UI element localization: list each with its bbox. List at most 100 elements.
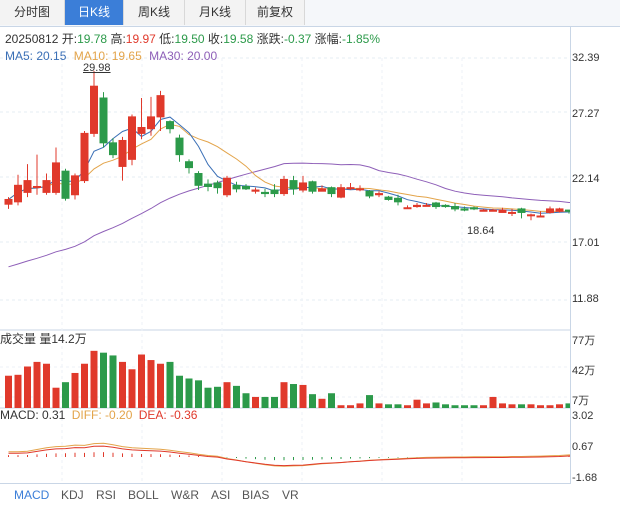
price-tick-4: 17.01 [572,237,600,249]
volume-bar [81,363,88,408]
volume-bar [480,405,487,408]
volume-bar [489,396,497,408]
volume-bar [508,404,516,408]
candle-body [261,191,269,195]
candle-body [128,116,136,160]
low-label: 低: [159,32,175,46]
indicator-rsi[interactable]: RSI [96,488,117,502]
volume-bar [128,369,136,408]
price-tick-5: 11.88 [572,293,599,305]
volume-bar [14,374,22,408]
volume-bar [461,405,468,408]
close-label: 收: [207,32,224,46]
candle-body [232,184,241,190]
chart-tabs: 分时图 日K线 周K线 月K线 前复权 [0,0,620,27]
volume-bar [233,385,240,408]
volume-tick-3: 7万 [572,395,590,407]
candle-body [422,204,431,207]
volume-bar [337,405,345,408]
candle-body [299,182,307,191]
candle-body [223,177,231,196]
candle-body [403,207,412,210]
tab-monthly-k[interactable]: 月K线 [185,0,246,25]
candle-body [460,208,469,211]
candle-body [270,189,279,195]
indicator-wr[interactable]: W&R [171,488,199,502]
candle-body [61,170,70,199]
volume-bar [176,375,183,408]
candle-body [14,184,22,203]
candle-body [413,204,421,208]
volume-bar [423,403,430,408]
volume-bar [565,403,570,408]
volume-bar [385,404,392,408]
volume-bar [556,404,563,408]
tab-weekly-k[interactable]: 周K线 [124,0,185,25]
indicator-kdj[interactable]: KDJ [61,488,84,502]
open-label: 开: [61,32,78,46]
change-label: 涨跌: [256,32,284,46]
ma30-label: MA30: 20.00 [149,49,218,63]
candle-body [280,178,288,195]
candle-body [365,190,374,197]
candle-body [213,182,222,189]
candle-body [52,162,60,193]
change-value: -0.37 [283,32,312,46]
volume-bar [90,350,98,408]
candle-body [118,139,127,167]
ma-legend: MA5: 20.15 MA10: 19.65 MA30: 20.00 [5,49,217,63]
volume-bar [204,387,212,408]
volume-bar [290,384,297,408]
candle-body [289,180,298,190]
indicator-asi[interactable]: ASI [211,488,231,502]
volume-bar [527,404,535,408]
volume-bar [271,396,278,408]
volume-bar [242,393,250,408]
indicator-macd[interactable]: MACD [14,488,50,502]
candle-body [498,209,507,213]
high-label: 高: [110,32,126,46]
ma5-label: MA5: 20.15 [5,49,67,63]
candle-body [451,206,459,210]
candle-body [356,188,364,191]
candle-body [33,185,41,188]
volume-bar [280,382,288,408]
indicator-boll[interactable]: BOLL [128,488,159,502]
volume-bar [119,361,126,408]
macd-legend: MACD: 0.31 DIFF: -0.20 DEA: -0.36 [0,408,197,422]
tab-forward-adjust[interactable]: 前复权 [246,0,305,25]
volume-bar [299,384,307,408]
volume-bar [375,403,383,408]
candle-body [441,204,450,208]
volume-bar [261,396,269,408]
volume-bar [5,375,12,408]
candle-body [346,187,355,190]
candle-body [204,183,212,187]
tab-intraday[interactable]: 分时图 [0,0,65,25]
candle-body [23,180,32,193]
indicator-vr[interactable]: VR [282,488,299,502]
candle-body [508,211,516,214]
price-tick-1: 32.39 [572,52,600,64]
macd-dea: DEA: -0.36 [138,408,198,422]
volume-bar [109,355,117,408]
tab-daily-k[interactable]: 日K线 [65,0,124,25]
candle-body [80,132,89,182]
candle-body [555,208,564,212]
volume-bar [185,378,193,408]
candle-body [318,188,326,192]
chart-area[interactable] [0,27,571,484]
indicator-bias[interactable]: BIAS [242,488,270,502]
volume-bar [518,404,525,408]
high-marker: 29.98 [83,62,111,74]
volume-label: 成交量 量14.2万 [0,332,87,346]
volume-bar [318,398,326,408]
low-value: 19.50 [174,32,205,46]
volume-bar [328,393,335,408]
volume-bar [71,372,79,408]
candle-body [470,207,478,210]
volume-bar [366,395,373,408]
ma10-label: MA10: 19.65 [73,49,142,63]
macd-dea-line [8,445,570,467]
open-value: 19.78 [77,32,108,46]
